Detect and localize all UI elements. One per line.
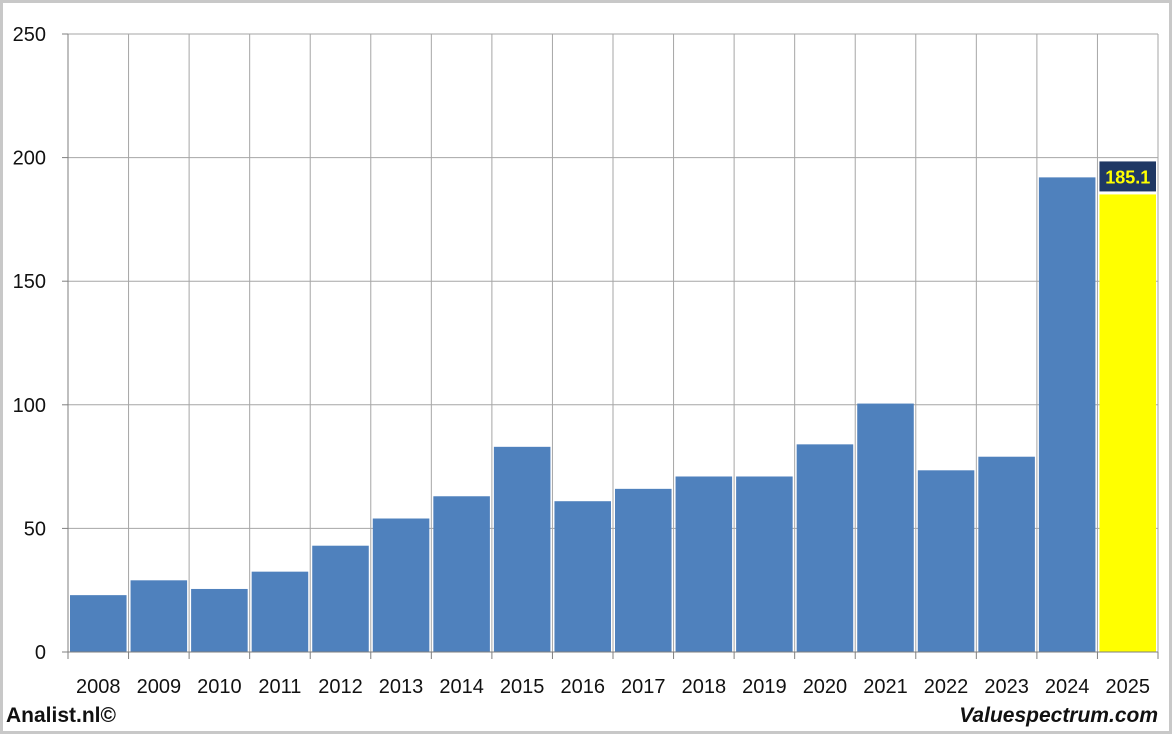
highlight-label-box	[1099, 161, 1156, 192]
x-tick-label: 2011	[258, 676, 301, 698]
x-tick-label: 2024	[1045, 676, 1090, 698]
x-tick-label: 2019	[742, 676, 787, 698]
x-tick-label: 2020	[803, 676, 848, 698]
source-credit: Analist.nl©	[6, 704, 116, 727]
bar	[493, 446, 551, 652]
x-tick-label: 2023	[984, 676, 1029, 698]
bar	[857, 403, 914, 652]
bars	[70, 177, 1156, 652]
bar	[191, 588, 248, 652]
bar-highlight	[1099, 194, 1156, 652]
x-tick-label: 2012	[318, 676, 363, 698]
x-tick-label: 2009	[137, 676, 182, 698]
bar	[736, 476, 793, 652]
highlight-label: 185.1	[1105, 167, 1150, 187]
x-tick-label: 2010	[197, 676, 242, 698]
bar	[615, 488, 672, 652]
grid-lines	[68, 33, 1159, 652]
y-tick-label: 200	[13, 148, 46, 170]
axes	[62, 33, 1159, 659]
x-tick-label: 2008	[76, 676, 121, 698]
x-tick-label: 2025	[1105, 676, 1150, 698]
bar	[130, 580, 188, 652]
y-tick-label: 0	[35, 642, 46, 664]
bar	[1038, 177, 1096, 652]
bar	[978, 456, 1035, 652]
y-tick-label: 250	[13, 24, 46, 46]
x-tick-label: 2017	[621, 676, 666, 698]
y-tick-label: 50	[24, 518, 46, 540]
bar	[796, 444, 854, 652]
bar	[70, 595, 127, 652]
y-tick-label: 100	[13, 395, 46, 417]
y-tick-label: 150	[13, 271, 46, 293]
x-tick-label: 2021	[863, 676, 908, 698]
x-tick-label: 2016	[560, 676, 605, 698]
bar	[917, 470, 975, 652]
bar	[251, 571, 309, 652]
x-tick-label: 2022	[924, 676, 969, 698]
y-tick-labels: 0 50 100 150 200 250	[13, 24, 46, 664]
site-credit: Valuespectrum.com	[959, 704, 1158, 727]
x-tick-label: 2013	[379, 676, 424, 698]
bar	[675, 476, 733, 652]
x-tick-label: 2018	[682, 676, 727, 698]
bar	[554, 501, 611, 652]
bar	[372, 518, 430, 652]
bar	[433, 496, 490, 652]
bar	[312, 545, 369, 652]
x-tick-label: 2015	[500, 676, 545, 698]
x-tick-labels: 2008 2009 2010 2011 2012 2013 2014 2015 2016 2017…	[76, 676, 1150, 698]
x-tick-label: 2014	[439, 676, 484, 698]
highlight-annotation: 185.1	[1099, 161, 1156, 192]
